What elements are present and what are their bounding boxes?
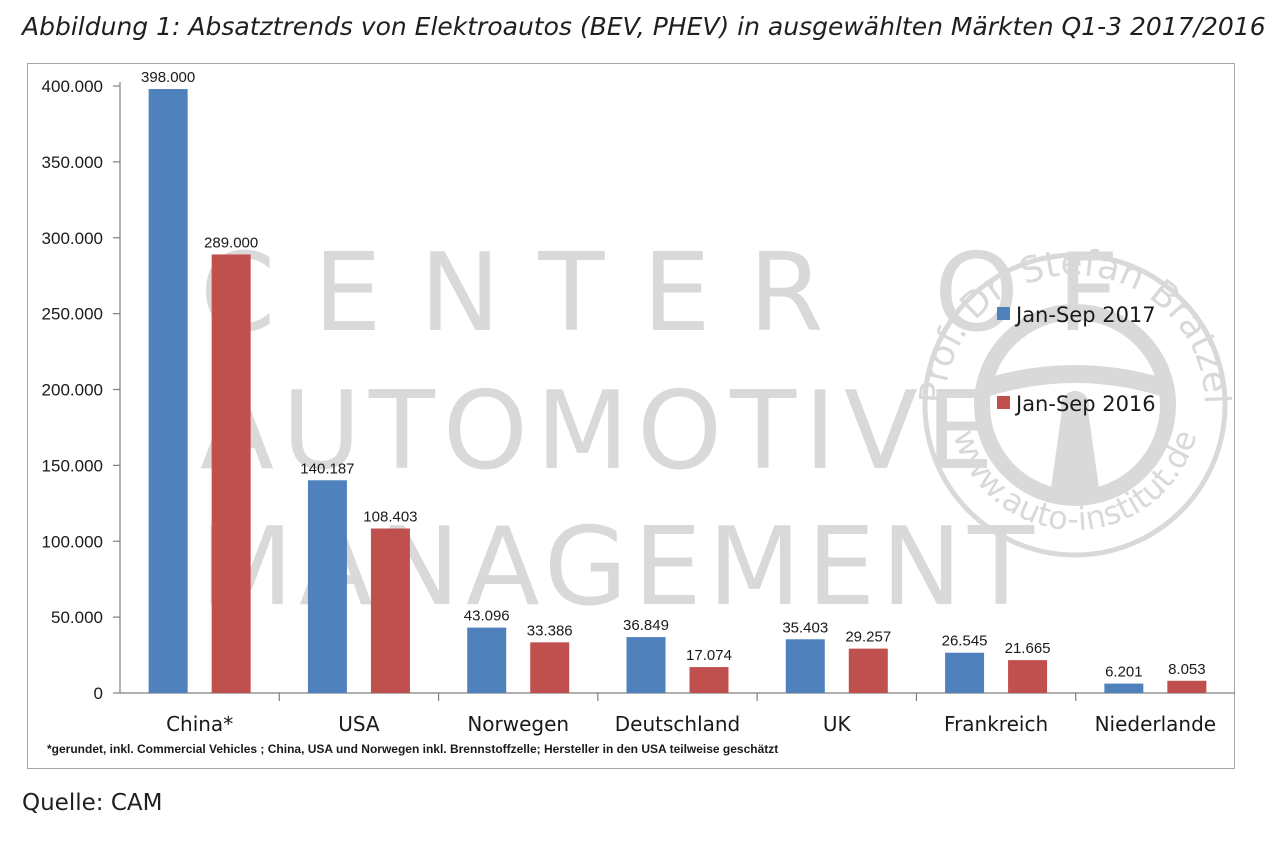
legend-label: Jan-Sep 2017 bbox=[1014, 303, 1156, 327]
category-label: Frankreich bbox=[944, 712, 1048, 736]
category-label: Norwegen bbox=[467, 712, 569, 736]
bar-2017 bbox=[1104, 683, 1144, 693]
data-label: 35.403 bbox=[782, 619, 828, 636]
bar-2016 bbox=[848, 648, 888, 693]
data-label: 29.257 bbox=[845, 629, 891, 646]
bar-2017 bbox=[626, 637, 666, 693]
y-axis: 0 50.000 100.000 150.000 200.000 250.000 300.0… bbox=[42, 77, 1235, 703]
data-label: 289.000 bbox=[204, 234, 258, 251]
watermark-line-1: CENTER OF bbox=[200, 231, 1157, 356]
bars bbox=[148, 89, 1207, 693]
category-label: China* bbox=[166, 712, 233, 736]
source-note: Quelle: CAM bbox=[22, 790, 163, 816]
y-tick-label: 350.000 bbox=[42, 153, 103, 172]
bar-2016 bbox=[1167, 680, 1207, 693]
category-label: UK bbox=[823, 712, 852, 736]
data-label: 21.665 bbox=[1005, 640, 1051, 657]
bar-2017 bbox=[307, 480, 347, 693]
y-tick-label: 100.000 bbox=[42, 532, 103, 551]
y-tick-label: 50.000 bbox=[51, 608, 103, 627]
y-tick-label: 200.000 bbox=[42, 381, 103, 400]
bar-2016 bbox=[689, 667, 729, 693]
category-label: Deutschland bbox=[615, 712, 741, 736]
legend-swatch bbox=[997, 307, 1010, 320]
legend-label: Jan-Sep 2016 bbox=[1014, 392, 1156, 416]
bar-2017 bbox=[785, 639, 825, 693]
y-tick-label: 250.000 bbox=[42, 305, 103, 324]
data-label: 108.403 bbox=[363, 508, 417, 525]
bar-2016 bbox=[1008, 660, 1048, 693]
category-label: Niederlande bbox=[1095, 712, 1217, 736]
data-label: 8.053 bbox=[1168, 661, 1206, 678]
data-label: 17.074 bbox=[686, 647, 732, 664]
bar-2017 bbox=[467, 627, 507, 693]
bar-2016 bbox=[370, 528, 410, 693]
y-tick-label: 400.000 bbox=[42, 77, 103, 96]
data-label: 398.000 bbox=[141, 69, 195, 86]
data-label: 6.201 bbox=[1105, 664, 1143, 681]
bar-2017 bbox=[945, 652, 985, 693]
y-tick-label: 150.000 bbox=[42, 456, 103, 475]
legend: Jan-Sep 2017 Jan-Sep 2016 bbox=[997, 303, 1156, 416]
category-label: USA bbox=[338, 712, 380, 736]
bar-2016 bbox=[530, 642, 570, 693]
legend-swatch bbox=[997, 396, 1010, 409]
bar-2017 bbox=[148, 89, 188, 693]
data-label: 33.386 bbox=[527, 622, 573, 639]
y-tick-label: 300.000 bbox=[42, 229, 103, 248]
data-label: 140.187 bbox=[300, 460, 354, 477]
watermark-line-2: AUTOMOTIVE bbox=[200, 369, 1002, 494]
data-label: 43.096 bbox=[464, 608, 510, 625]
y-tick-label: 0 bbox=[94, 684, 103, 703]
data-labels: 398.000 289.000 140.187 108.403 43.096 33.386… bbox=[141, 69, 1206, 681]
data-label: 36.849 bbox=[623, 617, 669, 634]
x-axis-categories: China* USA Norwegen Deutschland UK Frankreich… bbox=[166, 712, 1216, 736]
bar-2016 bbox=[211, 254, 251, 693]
footnote: *gerundet, inkl. Commercial Vehicles ; C… bbox=[47, 742, 778, 756]
figure-title: Abbildung 1: Absatztrends von Elektroaut… bbox=[22, 12, 1266, 41]
data-label: 26.545 bbox=[942, 633, 988, 650]
watermark: CENTER OF AUTOMOTIVE MANAGEMENT Prof. Dr… bbox=[200, 231, 1237, 630]
